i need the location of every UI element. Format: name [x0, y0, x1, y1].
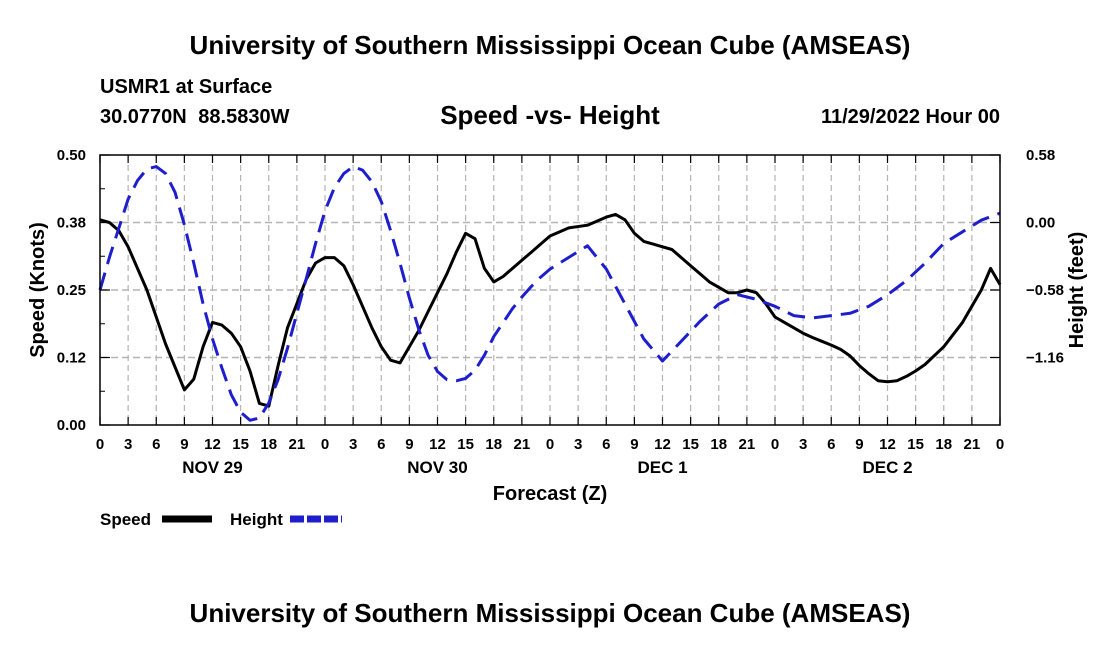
day-label: NOV 30 — [407, 458, 467, 477]
x-tick-label: 15 — [907, 436, 924, 453]
day-label: DEC 2 — [862, 458, 912, 477]
series-layer — [98, 165, 1002, 422]
y-tick-label: 0.38 — [57, 215, 86, 232]
station-label: USMR1 at Surface — [100, 76, 273, 98]
grid — [100, 155, 1000, 425]
x-tick-label: 0 — [321, 436, 329, 453]
day-label: NOV 29 — [182, 458, 242, 477]
x-axis-title: Forecast (Z) — [493, 483, 607, 505]
legend: Speed Height — [100, 510, 342, 529]
x-tick-label: 15 — [232, 436, 249, 453]
x-tick-label: 3 — [349, 436, 357, 453]
chart-subtitle: Speed -vs- Height — [440, 100, 660, 130]
legend-label: Speed — [100, 510, 151, 529]
x-tick-label: 9 — [180, 436, 188, 453]
series-line-height — [98, 165, 1001, 422]
x-tick-label: 15 — [457, 436, 474, 453]
x-tick-label: 9 — [855, 436, 863, 453]
y-tick-label: 0.50 — [57, 147, 86, 164]
y-tick-label: 0.25 — [57, 282, 86, 299]
x-tick-label: 6 — [152, 436, 160, 453]
day-label: DEC 1 — [637, 458, 687, 477]
chart-title: University of Southern Mississippi Ocean… — [189, 30, 911, 60]
y-tick-label: 0.00 — [57, 417, 86, 434]
series-line-speed — [99, 212, 1002, 408]
x-tick-label: 21 — [514, 436, 531, 453]
x-tick-label: 15 — [682, 436, 699, 453]
coordinates-label: 30.0770N 88.5830W — [100, 106, 290, 128]
x-tick-label: 3 — [574, 436, 582, 453]
footer-title: University of Southern Mississippi Ocean… — [189, 598, 911, 628]
x-tick-label: 3 — [124, 436, 132, 453]
x-tick-label: 9 — [405, 436, 413, 453]
x-tick-label: 0 — [546, 436, 554, 453]
y-tick-label: 0.12 — [57, 350, 86, 367]
legend-label: Height — [230, 510, 283, 529]
x-tick-label: 6 — [602, 436, 610, 453]
x-tick-label: 0 — [996, 436, 1004, 453]
y-axis-title: Speed (Knots) — [27, 222, 49, 358]
y-right-tick-label: 0.00 — [1026, 215, 1055, 232]
x-tick-label: 21 — [739, 436, 756, 453]
x-tick-label: 18 — [710, 436, 727, 453]
x-tick-label: 18 — [485, 436, 502, 453]
x-tick-label: 21 — [964, 436, 981, 453]
x-tick-label: 12 — [204, 436, 221, 453]
axes: 0 3 6 9 12 15 18 21 0 3 6 9 12 15 18 21 0 3 6 9 12 15 18 21 0 3 6 9… — [27, 147, 1088, 505]
forecast-date-label: 11/29/2022 Hour 00 — [820, 106, 1000, 128]
x-tick-label: 18 — [935, 436, 952, 453]
y-right-tick-label: 0.58 — [1026, 147, 1055, 164]
x-tick-label: 6 — [827, 436, 835, 453]
y-right-axis-title: Height (feet) — [1066, 232, 1088, 349]
y-right-tick-label: −1.16 — [1026, 350, 1064, 367]
x-tick-label: 12 — [879, 436, 896, 453]
x-tick-label: 12 — [429, 436, 446, 453]
x-tick-label: 18 — [260, 436, 277, 453]
x-tick-label: 6 — [377, 436, 385, 453]
x-tick-label: 12 — [654, 436, 671, 453]
y-right-tick-label: −0.58 — [1026, 282, 1064, 299]
x-tick-label: 0 — [771, 436, 779, 453]
x-tick-label: 0 — [96, 436, 104, 453]
x-tick-label: 3 — [799, 436, 807, 453]
x-tick-label: 9 — [630, 436, 638, 453]
x-tick-label: 21 — [289, 436, 306, 453]
